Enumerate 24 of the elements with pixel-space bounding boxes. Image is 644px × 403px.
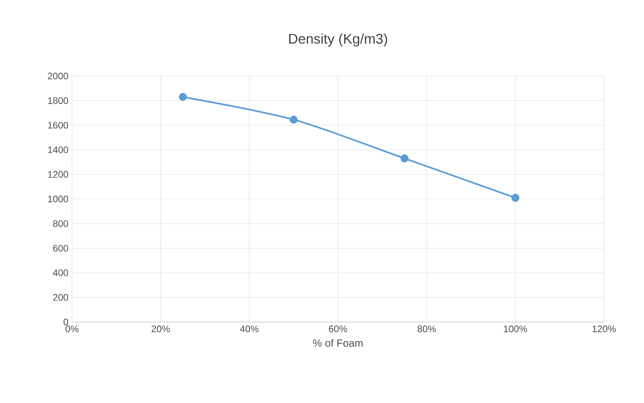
y-tick-label: 1600 xyxy=(48,122,68,129)
x-tick-label: 120% xyxy=(592,326,616,332)
y-tick-label: 1800 xyxy=(48,97,68,104)
y-tick-label: 1000 xyxy=(48,196,68,202)
point xyxy=(511,194,520,202)
x-tick-label: 0% xyxy=(66,326,79,332)
point xyxy=(290,116,298,124)
x-tick-label: 20% xyxy=(152,326,170,332)
x-tick-label: 60% xyxy=(329,326,348,332)
point xyxy=(178,92,187,101)
y-tick-label: 400 xyxy=(52,269,68,276)
x-tick-label: 100% xyxy=(504,326,528,332)
point xyxy=(400,154,408,162)
y-tick-label: 1400 xyxy=(48,146,68,154)
x-tick-label: 80% xyxy=(418,326,436,332)
y-tick-label: 200 xyxy=(53,294,68,301)
x-axis-title: % of Foam xyxy=(313,339,363,347)
y-tick-label: 600 xyxy=(53,244,68,252)
y-tick-label: 800 xyxy=(53,220,68,227)
y-tick-label: 2000 xyxy=(48,72,68,80)
x-tick-label: 40% xyxy=(240,326,258,332)
y-tick-label: 1200 xyxy=(48,171,68,178)
y-tick-label: 0 xyxy=(64,318,68,326)
chart-title: Density (Kg/m3) xyxy=(289,33,388,46)
